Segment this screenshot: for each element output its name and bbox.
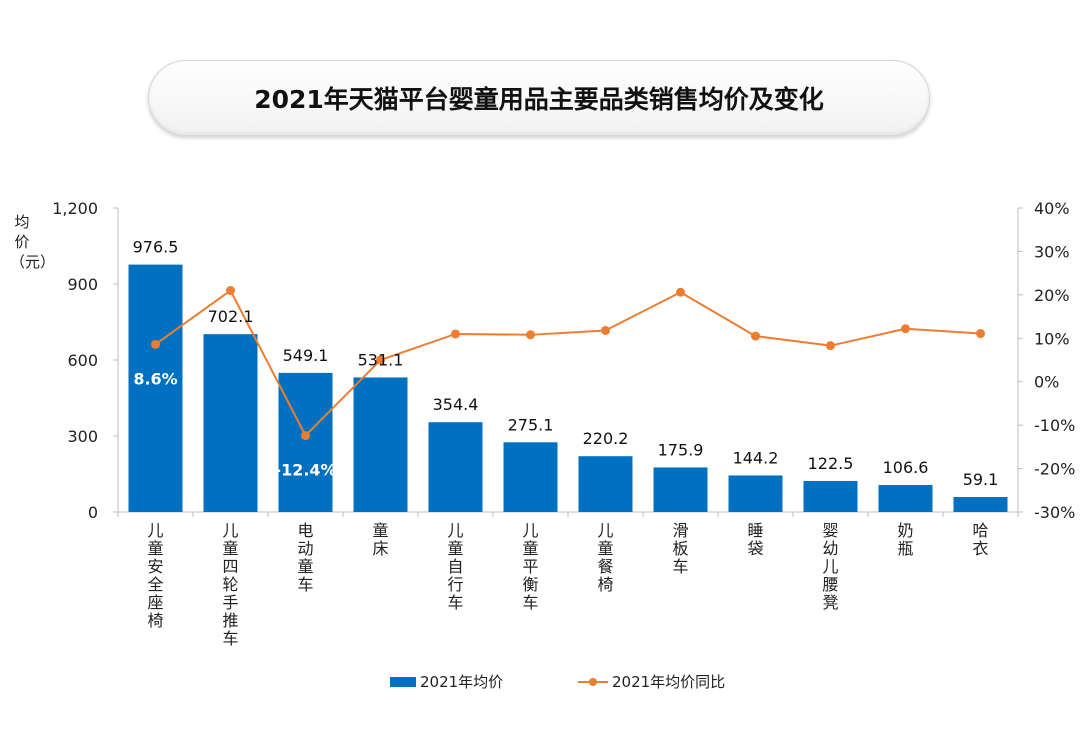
legend-line-swatch <box>578 676 608 688</box>
x-tick-label: 儿童自行车 <box>447 521 463 612</box>
line-point <box>901 324 910 334</box>
line-group <box>151 286 985 441</box>
y-tick-label-left: 300 <box>67 427 98 446</box>
bars-group <box>128 264 1008 512</box>
bar <box>428 422 483 512</box>
line-point <box>826 341 835 351</box>
line-point <box>526 330 535 340</box>
bar <box>278 372 333 512</box>
line-point <box>751 331 760 341</box>
y-tick-label-left: 1,200 <box>52 199 98 218</box>
bar <box>578 456 633 512</box>
bar <box>353 377 408 512</box>
bar-value-label: 175.9 <box>658 440 704 459</box>
x-tick-label: 睡袋 <box>747 521 763 558</box>
line-point <box>376 355 385 365</box>
line-value-label: -12.4% <box>274 461 336 480</box>
x-tick-label: 童床 <box>372 521 388 558</box>
line-point <box>151 339 160 349</box>
line-point <box>451 329 460 339</box>
bar-value-label: 531.1 <box>358 350 404 369</box>
bar <box>203 334 258 512</box>
x-tick-label: 儿童平衡车 <box>522 521 538 612</box>
y-tick-label-right: -20% <box>1034 460 1075 479</box>
line-point <box>226 286 235 296</box>
labels-group: 976.5 702.1 549.1 531.1 354.4 275.1 220.2 175.9… <box>133 238 999 489</box>
chart-title: 2021年天猫平台婴童用品主要品类销售均价及变化 <box>148 60 930 136</box>
bar-value-label: 976.5 <box>133 238 179 257</box>
bar-value-label: 59.1 <box>963 470 999 489</box>
bar-value-label: 354.4 <box>433 395 479 414</box>
line-series <box>154 289 981 438</box>
bar <box>503 442 558 512</box>
bar <box>653 467 708 512</box>
x-tick-label: 哈衣 <box>972 521 988 558</box>
legend-item-line: 2021年均价同比 <box>578 671 725 692</box>
legend-line-label: 2021年均价同比 <box>612 673 726 691</box>
line-point <box>976 329 985 339</box>
legend: 2021年均价 2021年均价同比 <box>0 671 1080 695</box>
x-tick-label: 儿童安全座椅 <box>147 521 163 630</box>
y-tick-label-right: 40% <box>1034 199 1070 218</box>
y-tick-label-left: 900 <box>67 275 98 294</box>
bar-value-label: 549.1 <box>283 346 329 365</box>
bar-value-label: 220.2 <box>583 429 629 448</box>
x-tick-label: 儿童餐椅 <box>597 521 613 594</box>
line-point <box>676 287 685 297</box>
bar-value-label: 144.2 <box>733 448 779 467</box>
y-tick-label-left: 0 <box>88 503 98 522</box>
y-tick-label-right: -30% <box>1034 503 1075 522</box>
y-tick-label-right: -10% <box>1034 416 1075 435</box>
bar <box>728 475 783 512</box>
line-point <box>301 431 310 441</box>
x-tick-label: 婴幼儿腰凳 <box>822 521 838 612</box>
y-tick-label-right: 30% <box>1034 242 1070 261</box>
x-tick-label: 滑板车 <box>672 521 688 576</box>
axes-group: 0 300 600 900 1,200 -30% -20% -10% 0% 10% 20% 30% 40… <box>52 199 1075 648</box>
bar-value-label: 106.6 <box>883 458 929 477</box>
y-tick-label-left: 600 <box>67 351 98 370</box>
line-value-label: 8.6% <box>133 369 177 388</box>
legend-item-bar: 2021年均价 <box>390 671 503 692</box>
bar-value-label: 122.5 <box>808 454 854 473</box>
legend-bar-swatch <box>390 676 416 687</box>
legend-bar-label: 2021年均价 <box>420 673 504 691</box>
x-tick-label: 奶瓶 <box>897 521 913 558</box>
bar <box>128 264 183 512</box>
x-tick-label: 儿童四轮手推车 <box>222 521 238 648</box>
y-tick-label-right: 0% <box>1034 373 1059 392</box>
bar <box>803 480 858 512</box>
y-tick-label-right: 10% <box>1034 329 1070 348</box>
bar <box>953 497 1008 512</box>
bar <box>878 484 933 512</box>
x-tick-label: 电动童车 <box>297 521 313 594</box>
y-tick-label-right: 20% <box>1034 286 1070 305</box>
line-point <box>601 325 610 335</box>
bar-value-label: 275.1 <box>508 415 554 434</box>
bar-value-label: 702.1 <box>208 307 254 326</box>
